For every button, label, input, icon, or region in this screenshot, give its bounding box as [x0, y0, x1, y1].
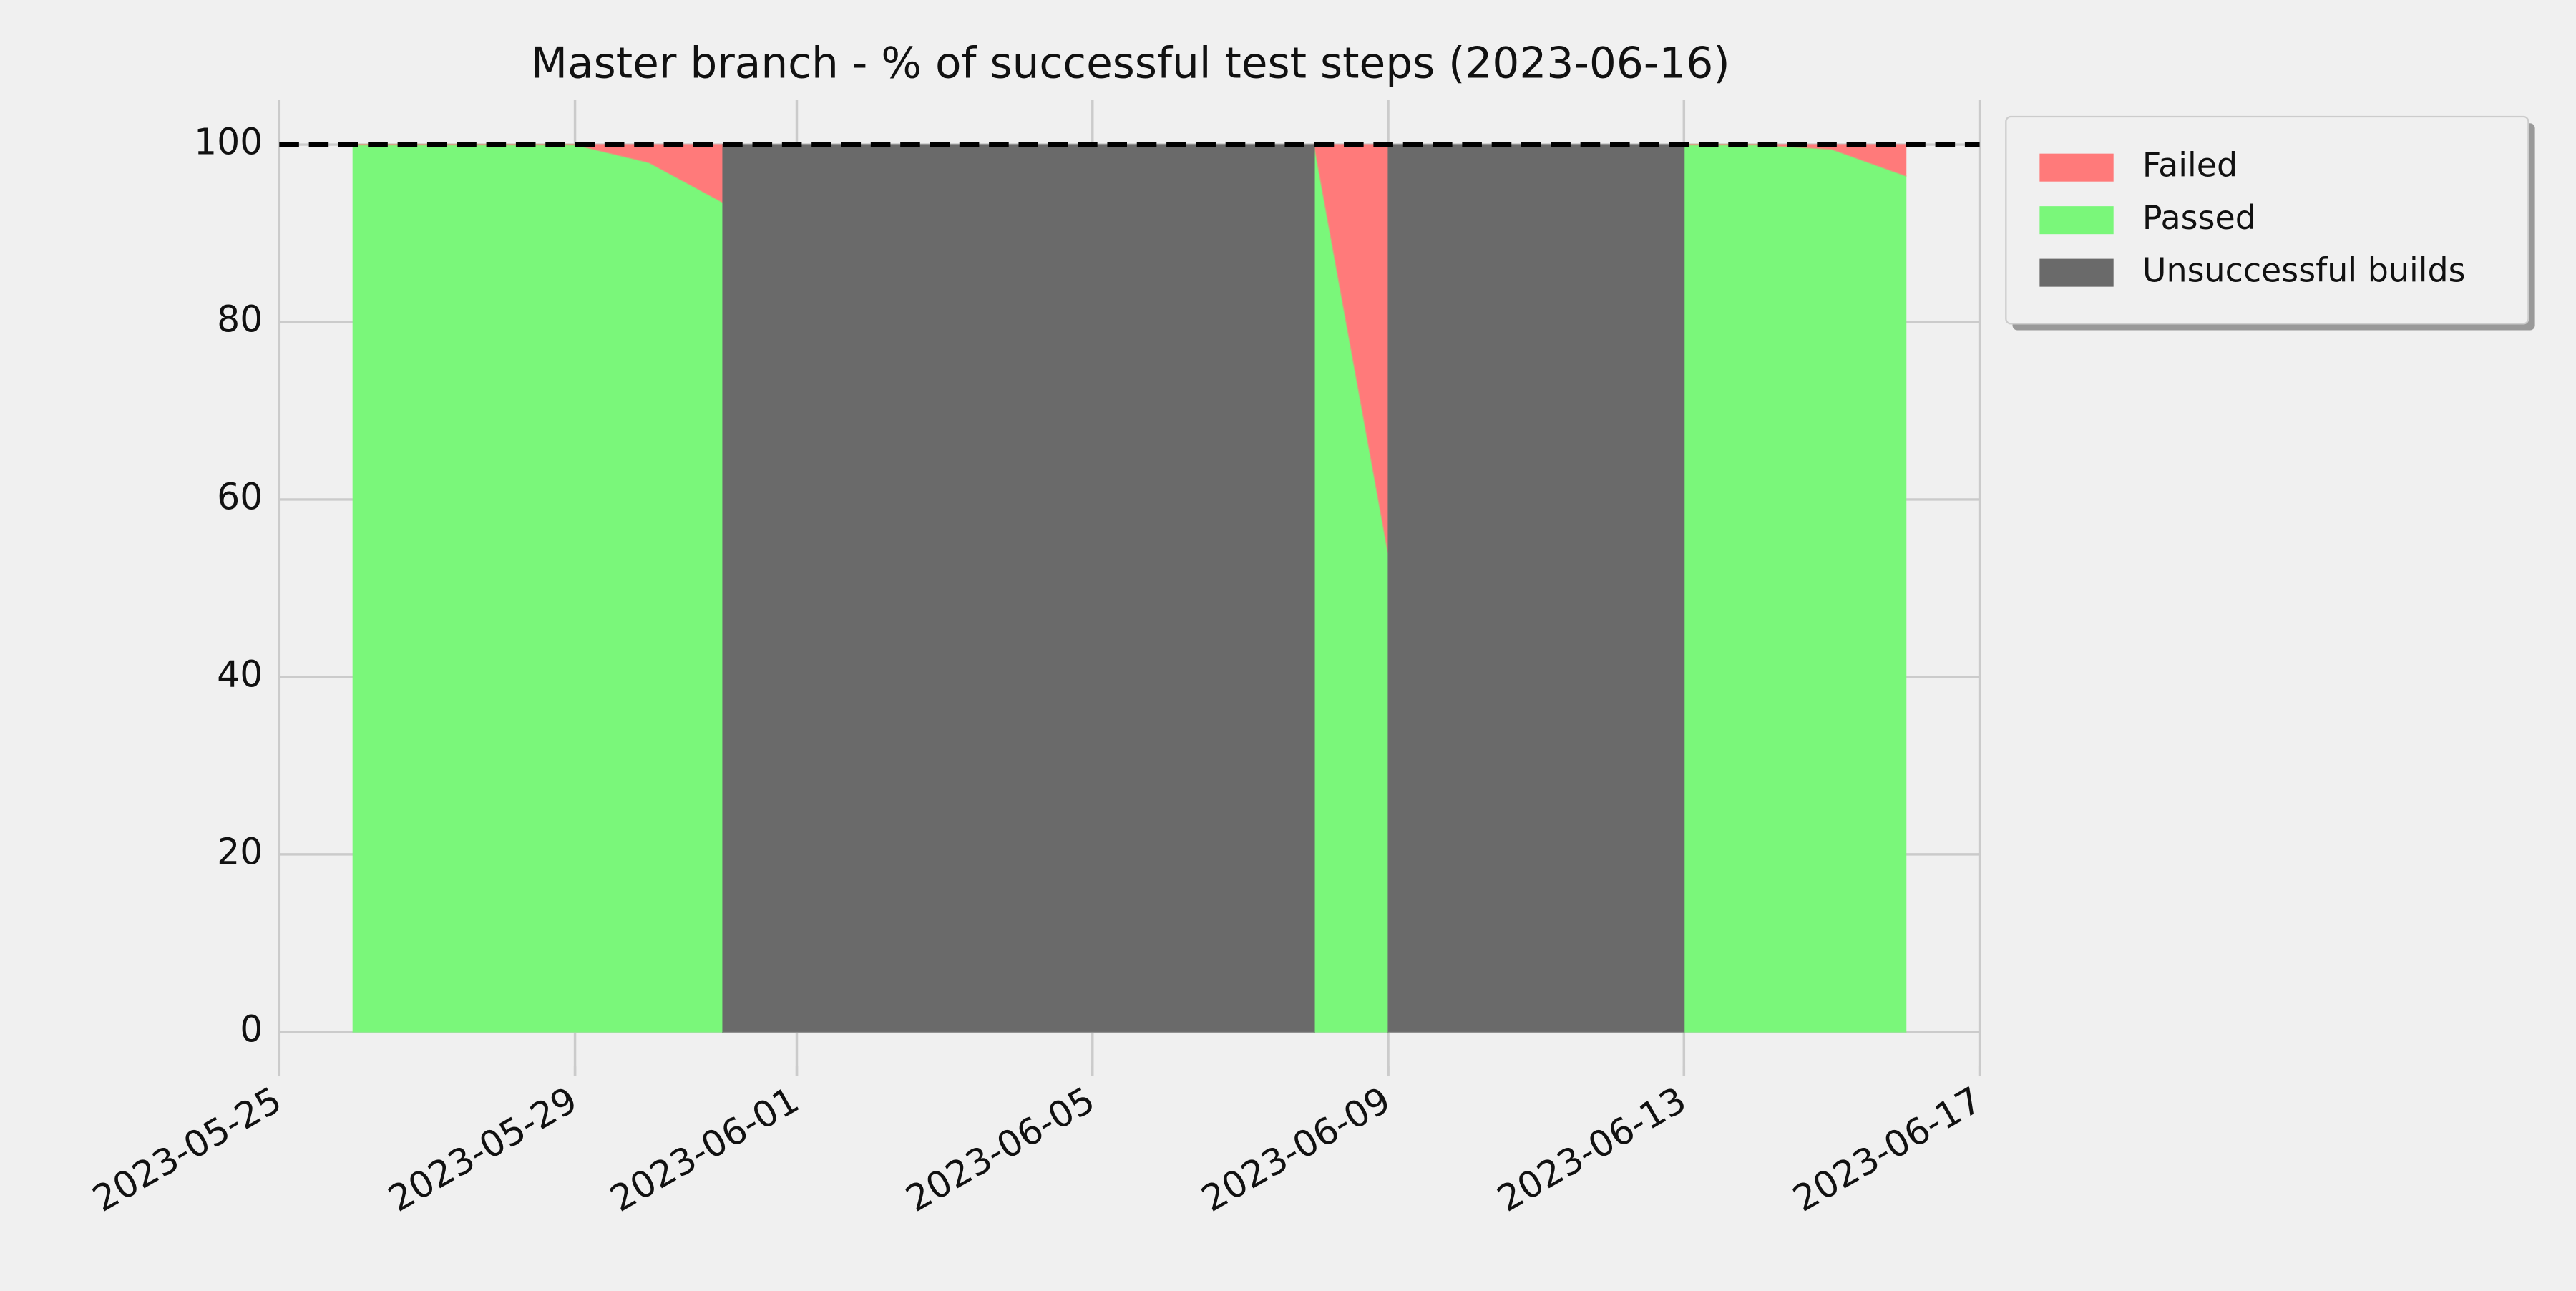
chart-title: Master branch - % of successful test ste…	[531, 39, 1730, 88]
legend: Failed Passed Unsuccessful builds	[2005, 115, 2535, 331]
y-tick-label: 100	[194, 121, 263, 163]
y-tick-label: 20	[217, 830, 263, 872]
legend-box	[2005, 115, 2529, 325]
y-tick-label: 80	[217, 298, 263, 341]
legend-swatch	[2039, 206, 2114, 235]
legend-label: Failed	[2142, 146, 2238, 185]
legend-label: Unsuccessful builds	[2142, 251, 2466, 290]
legend-label: Passed	[2142, 198, 2256, 237]
y-tick-label: 40	[217, 653, 263, 695]
legend-swatch	[2039, 153, 2114, 182]
area	[352, 143, 724, 1033]
y-tick-label: 60	[217, 475, 263, 517]
legend-swatch	[2039, 258, 2114, 287]
area	[1387, 143, 1685, 1033]
y-tick-label: 0	[240, 1008, 263, 1050]
area	[1683, 143, 1907, 1033]
area	[722, 143, 1315, 1033]
